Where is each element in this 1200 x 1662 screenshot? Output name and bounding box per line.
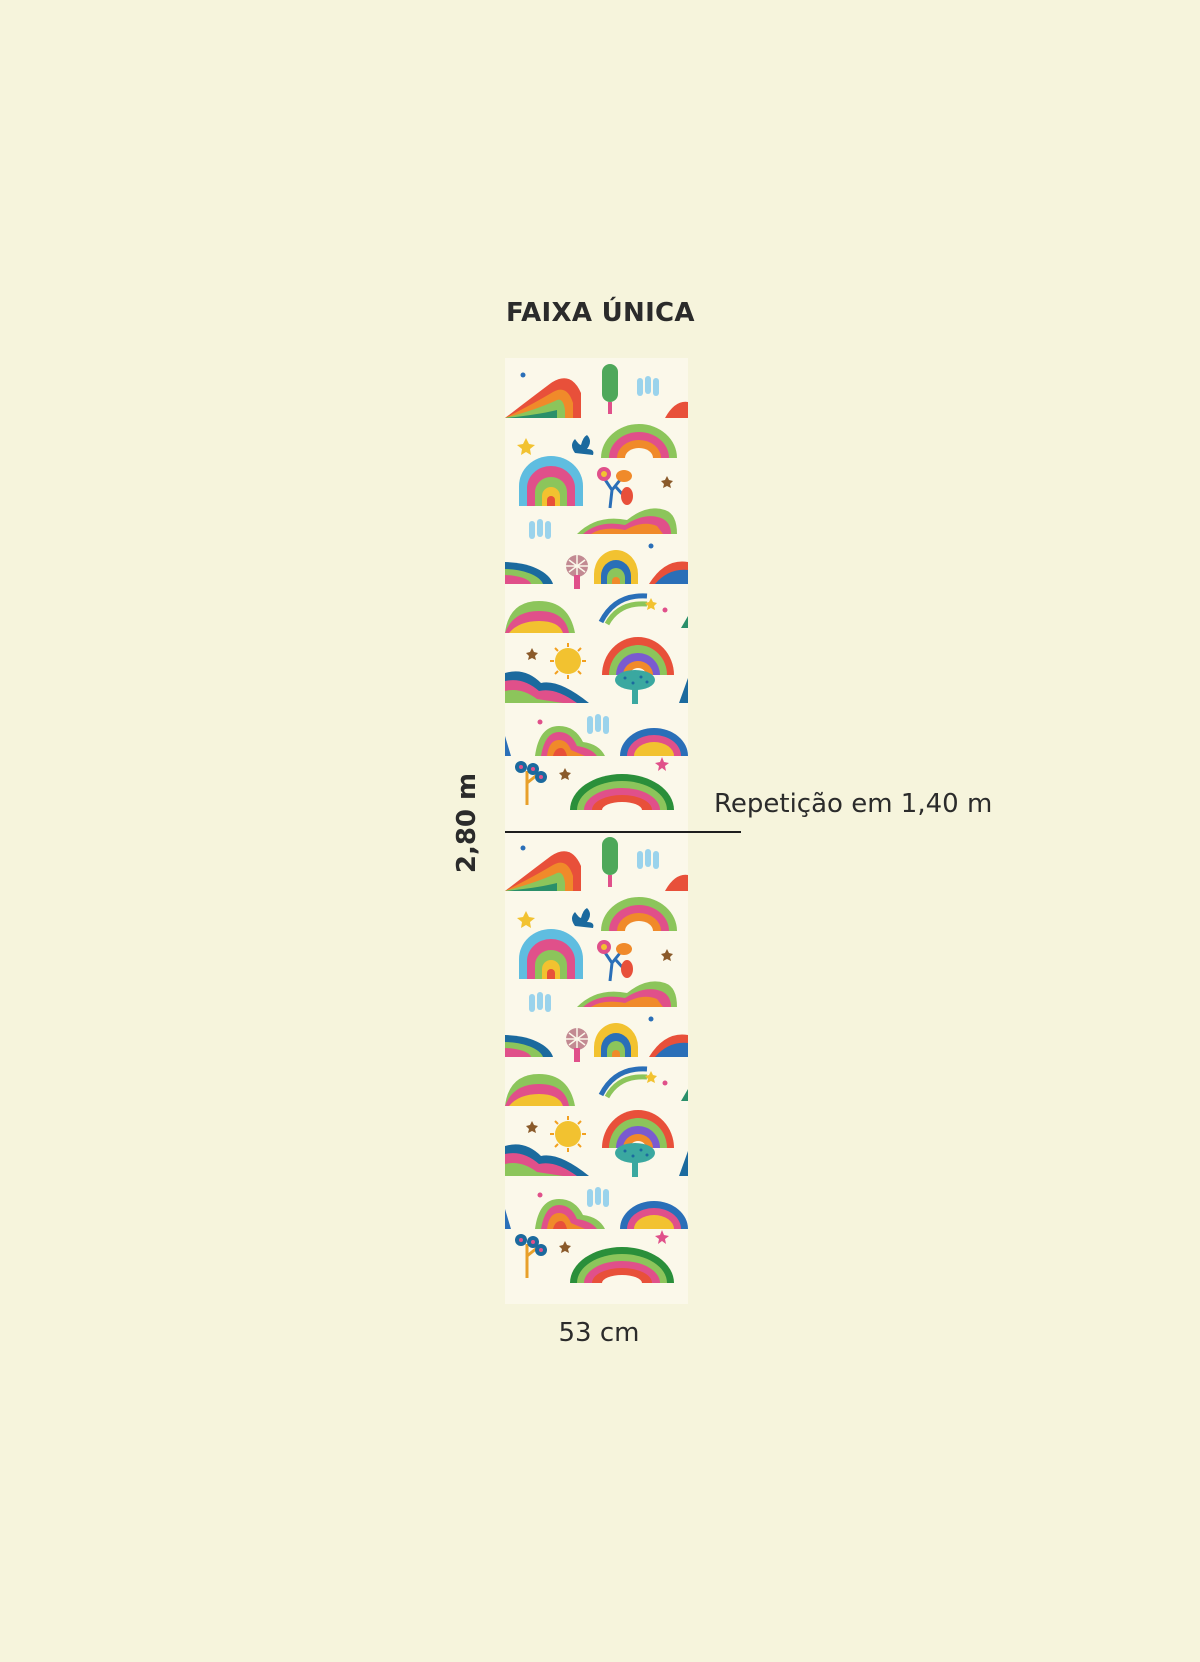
width-label: 53 cm [558,1318,640,1348]
height-label: 2,80 m [452,772,482,874]
title: FAIXA ÚNICA [506,298,695,328]
repeat-label: Repetição em 1,40 m [714,789,993,819]
repeat-marker-line [505,831,741,833]
